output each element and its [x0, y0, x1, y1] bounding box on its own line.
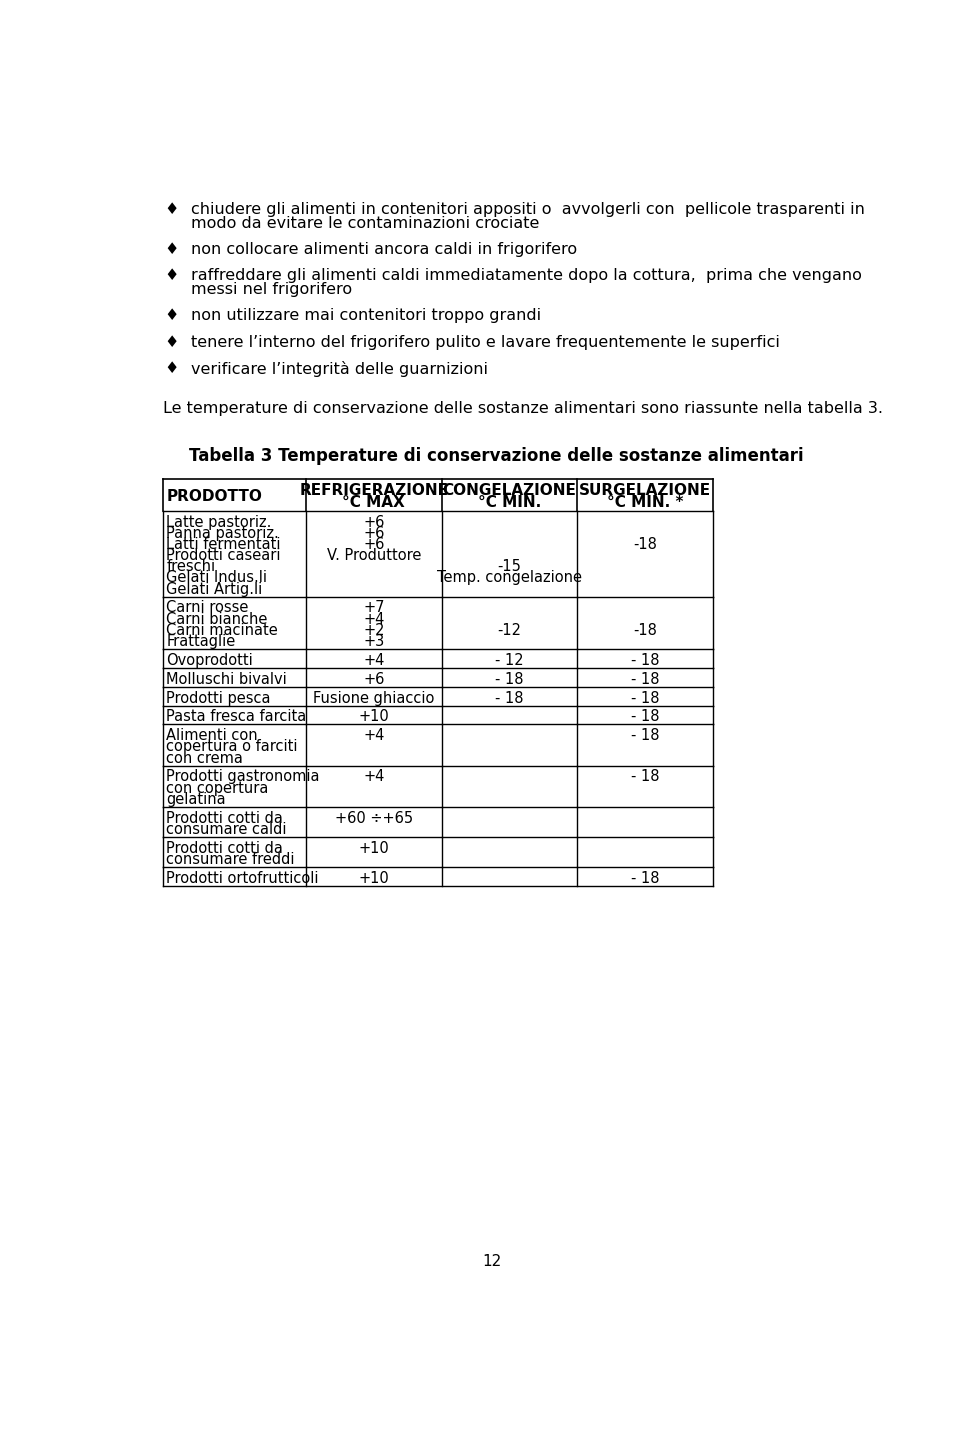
Text: ♦: ♦	[164, 361, 179, 375]
Text: - 18: - 18	[631, 871, 660, 885]
Text: +4: +4	[363, 612, 385, 627]
Text: Latte pastoriz.: Latte pastoriz.	[166, 515, 272, 529]
Text: verificare l’integrità delle guarnizioni: verificare l’integrità delle guarnizioni	[190, 361, 488, 377]
Text: consumare freddi: consumare freddi	[166, 852, 295, 867]
Text: messi nel frigorifero: messi nel frigorifero	[190, 282, 351, 297]
Text: Carni macinate: Carni macinate	[166, 622, 278, 638]
Text: copertura o farciti: copertura o farciti	[166, 740, 298, 755]
Text: +4: +4	[363, 728, 385, 743]
Text: - 18: - 18	[631, 653, 660, 667]
Text: V. Produttore: V. Produttore	[326, 548, 421, 563]
Text: +3: +3	[363, 634, 384, 648]
Text: Carni rosse: Carni rosse	[166, 601, 249, 615]
Text: freschi: freschi	[166, 560, 216, 574]
Text: Ovoprodotti: Ovoprodotti	[166, 653, 253, 667]
Text: +60 ÷+65: +60 ÷+65	[335, 810, 413, 826]
Text: +6: +6	[363, 526, 385, 541]
Text: 12: 12	[482, 1255, 502, 1269]
Text: +6: +6	[363, 515, 385, 529]
Text: ♦: ♦	[164, 243, 179, 257]
Text: Pasta fresca farcita: Pasta fresca farcita	[166, 710, 307, 724]
Text: - 18: - 18	[495, 691, 524, 705]
Text: +2: +2	[363, 622, 385, 638]
Text: - 12: - 12	[495, 653, 524, 667]
Text: - 18: - 18	[631, 769, 660, 784]
Text: Panna pastoriz.: Panna pastoriz.	[166, 526, 279, 541]
Text: Gelati Indus.li: Gelati Indus.li	[166, 570, 268, 586]
Text: -15: -15	[497, 560, 521, 574]
Text: - 18: - 18	[631, 672, 660, 686]
Text: +10: +10	[358, 840, 389, 855]
Text: PRODOTTO: PRODOTTO	[166, 489, 262, 505]
Text: °C MAX: °C MAX	[343, 496, 405, 510]
Text: °C MIN.: °C MIN.	[478, 496, 541, 510]
Text: -18: -18	[634, 537, 657, 553]
Text: - 18: - 18	[631, 710, 660, 724]
Text: Gelati Artig.li: Gelati Artig.li	[166, 582, 263, 596]
Text: ♦: ♦	[164, 202, 179, 217]
Text: +7: +7	[363, 601, 385, 615]
Text: Tabella 3 Temperature di conservazione delle sostanze alimentari: Tabella 3 Temperature di conservazione d…	[188, 446, 804, 465]
Text: ♦: ♦	[164, 308, 179, 323]
Text: Latti fermentati: Latti fermentati	[166, 537, 281, 553]
Text: -18: -18	[634, 622, 657, 638]
Text: - 18: - 18	[631, 728, 660, 743]
Text: REFRIGERAZIONE: REFRIGERAZIONE	[300, 483, 448, 499]
Text: +10: +10	[358, 710, 389, 724]
Text: Carni bianche: Carni bianche	[166, 612, 268, 627]
Text: tenere l’interno del frigorifero pulito e lavare frequentemente le superfici: tenere l’interno del frigorifero pulito …	[190, 334, 780, 349]
Text: non utilizzare mai contenitori troppo grandi: non utilizzare mai contenitori troppo gr…	[190, 308, 540, 323]
Text: +10: +10	[358, 871, 389, 885]
Text: non collocare alimenti ancora caldi in frigorifero: non collocare alimenti ancora caldi in f…	[190, 243, 577, 257]
Text: raffreddare gli alimenti caldi immediatamente dopo la cottura,  prima che vengan: raffreddare gli alimenti caldi immediata…	[190, 269, 861, 284]
Text: +4: +4	[363, 653, 385, 667]
Text: Temp. congelazione: Temp. congelazione	[437, 570, 582, 586]
Text: gelatina: gelatina	[166, 792, 227, 807]
Text: Molluschi bivalvi: Molluschi bivalvi	[166, 672, 287, 686]
Text: Le temperature di conservazione delle sostanze alimentari sono riassunte nella t: Le temperature di conservazione delle so…	[162, 401, 882, 416]
Text: Prodotti ortofrutticoli: Prodotti ortofrutticoli	[166, 871, 319, 885]
Text: modo da evitare le contaminazioni crociate: modo da evitare le contaminazioni crocia…	[190, 217, 539, 231]
Text: Fusione ghiaccio: Fusione ghiaccio	[313, 691, 435, 705]
Text: -12: -12	[497, 622, 521, 638]
Text: +6: +6	[363, 537, 385, 553]
Text: +6: +6	[363, 672, 385, 686]
Text: Prodotti gastronomia: Prodotti gastronomia	[166, 769, 320, 784]
Text: con crema: con crema	[166, 750, 244, 766]
Text: Prodotti caseari: Prodotti caseari	[166, 548, 281, 563]
Text: °C MIN. *: °C MIN. *	[607, 496, 684, 510]
Text: Alimenti con: Alimenti con	[166, 728, 258, 743]
Text: con copertura: con copertura	[166, 781, 269, 795]
Text: SURGELAZIONE: SURGELAZIONE	[579, 483, 711, 499]
Text: Prodotti cotti da: Prodotti cotti da	[166, 840, 283, 855]
Text: chiudere gli alimenti in contenitori appositi o  avvolgerli con  pellicole trasp: chiudere gli alimenti in contenitori app…	[190, 202, 864, 217]
Text: CONGELAZIONE: CONGELAZIONE	[443, 483, 576, 499]
Text: - 18: - 18	[495, 672, 524, 686]
Text: ♦: ♦	[164, 334, 179, 349]
Text: Prodotti pesca: Prodotti pesca	[166, 691, 271, 705]
Text: Frattaglie: Frattaglie	[166, 634, 236, 648]
Text: - 18: - 18	[631, 691, 660, 705]
Text: +4: +4	[363, 769, 385, 784]
Text: ♦: ♦	[164, 269, 179, 284]
Text: Prodotti cotti da: Prodotti cotti da	[166, 810, 283, 826]
Text: consumare caldi: consumare caldi	[166, 822, 287, 836]
